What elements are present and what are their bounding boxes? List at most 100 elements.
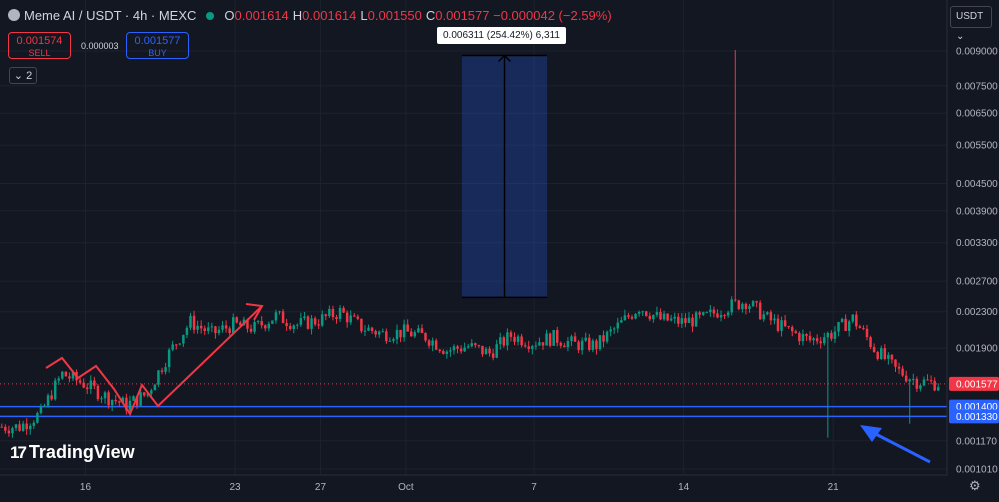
candle-body (296, 324, 299, 326)
candle-body (281, 311, 285, 324)
currency-select[interactable]: USDT ⌄ (950, 6, 992, 42)
candle-body (142, 392, 146, 396)
candle-body (53, 380, 57, 400)
candle-body (253, 322, 256, 332)
candle-body (96, 385, 100, 400)
candle-body (445, 351, 449, 354)
indicators-toggle[interactable]: ⌄ 2 (9, 67, 37, 84)
candle-body (684, 318, 687, 323)
candle-body (716, 313, 719, 318)
y-tick-label: 0.001010 (956, 465, 998, 476)
pointer-arrow-head (860, 425, 882, 442)
candle-body (637, 311, 641, 314)
candle-body (328, 308, 331, 317)
candle-body (844, 318, 847, 331)
price-axis[interactable]: 0.009000 0.007500 0.006500 0.005500 0.004500… (946, 0, 999, 502)
candle-body (506, 332, 509, 346)
candle-body (801, 334, 805, 342)
candle-body (338, 308, 342, 319)
candle-body (402, 324, 406, 338)
candle-body (566, 341, 570, 348)
candle-body (488, 348, 491, 354)
candle-body (246, 319, 249, 329)
candle-body (231, 317, 235, 334)
candle-body (110, 399, 114, 406)
candle-body (399, 329, 402, 338)
candle-body (744, 303, 748, 309)
candle-body (103, 392, 107, 399)
sell-label: SELL (28, 48, 51, 58)
y-tick-label: 0.007500 (956, 81, 998, 92)
candle-body (812, 338, 815, 341)
candle-body (538, 342, 541, 346)
candle-body (815, 338, 819, 342)
candle-body (85, 387, 89, 390)
sell-button[interactable]: 0.001574 SELL (8, 32, 71, 59)
candle-body (46, 395, 50, 406)
candle-body (36, 413, 39, 423)
candle-body (306, 316, 310, 329)
candle-body (502, 337, 506, 346)
candle-body (189, 315, 192, 328)
candle-body (381, 331, 385, 333)
gear-icon[interactable]: ⚙ (969, 478, 981, 493)
candle-body (417, 328, 420, 333)
candle-body (167, 349, 171, 368)
y-tick-label: 0.005500 (956, 141, 998, 152)
candle-body (794, 331, 798, 333)
buy-button[interactable]: 0.001577 BUY (126, 32, 189, 59)
candle-body (456, 346, 459, 349)
candle-body (413, 332, 417, 337)
candle-body (178, 343, 182, 345)
candle-body (160, 370, 164, 372)
candle-body (210, 326, 214, 328)
candle-body (153, 384, 157, 391)
candle-body (705, 312, 709, 314)
candle-body (7, 430, 11, 434)
candle-body (78, 380, 82, 383)
candle-body (719, 315, 723, 318)
price-axis-bg (947, 0, 999, 502)
candle-body (146, 393, 150, 396)
candle-body (228, 328, 231, 334)
candle-body (769, 312, 773, 321)
candle-body (271, 320, 274, 324)
candle-body (605, 331, 609, 342)
x-tick-label: 16 (80, 482, 92, 493)
candle-body (135, 396, 139, 406)
candle-body (274, 312, 278, 321)
candle-body (410, 331, 413, 337)
candle-body (484, 348, 488, 355)
candle-body (922, 379, 926, 386)
candle-body (89, 380, 93, 390)
candle-body (520, 336, 523, 346)
candle-body (890, 354, 894, 360)
candle-body (823, 337, 826, 344)
time-axis[interactable]: 162327Oct7142128 (0, 474, 999, 493)
candle-body (648, 315, 652, 320)
candle-body (100, 398, 103, 400)
x-tick-label: 7 (531, 482, 537, 493)
candle-body (776, 318, 780, 331)
candle-body (235, 317, 239, 323)
symbol-title[interactable]: Meme AI / USDT · 4h · MEXC (24, 8, 197, 23)
candle-body (701, 312, 705, 315)
candle-body (627, 315, 630, 317)
y-tick-label: 0.003300 (956, 238, 998, 249)
candle-body (249, 328, 253, 332)
tradingview-logo: 17 TradingView (10, 442, 135, 462)
candle-body (641, 311, 644, 313)
candle-body (477, 345, 481, 347)
candle-body (766, 312, 769, 315)
x-tick-label: Oct (398, 482, 414, 493)
candle-body (915, 378, 919, 389)
candle-body (374, 331, 377, 335)
candle-body (481, 345, 484, 355)
candle-body (203, 328, 206, 332)
candle-body (385, 331, 388, 342)
price-range-measure[interactable] (462, 54, 547, 299)
candle-body (125, 397, 128, 411)
candle-body (563, 345, 566, 348)
y-tick-label: 0.001170 (956, 436, 997, 447)
